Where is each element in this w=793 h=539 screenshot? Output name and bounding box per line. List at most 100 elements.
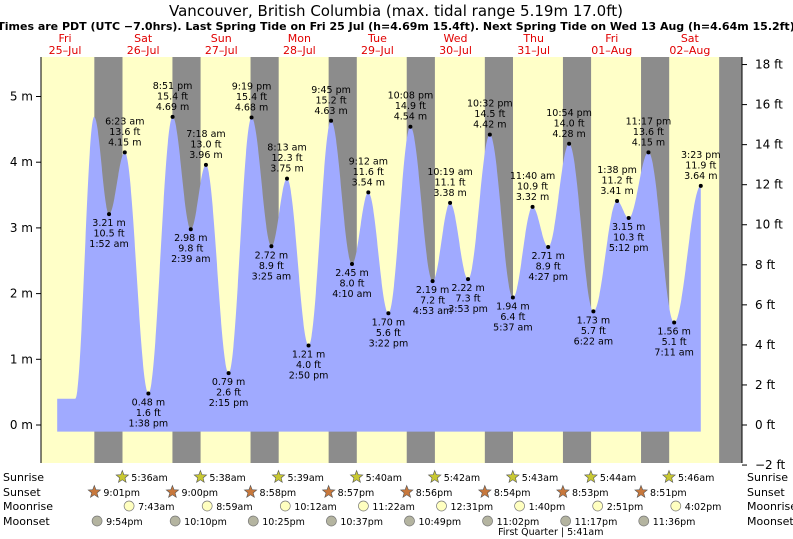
left-axis-bg [0, 57, 41, 463]
moonrise-row-label: Moonrise [3, 500, 53, 513]
tide-point [226, 371, 231, 376]
sunrise-icon [349, 469, 364, 483]
tide-label: 2:50 pm [289, 371, 329, 382]
right-tick-label: 8 ft [755, 258, 775, 272]
tide-label: 11.2 ft [602, 175, 633, 186]
moonrise-time: 10:12am [294, 502, 336, 513]
sunrise-time: 5:42am [444, 473, 480, 484]
tide-label: 1.73 m [577, 315, 610, 326]
tide-label: 11:17 pm [626, 116, 672, 127]
sunset-icon [321, 484, 336, 498]
sunrise-icon [505, 469, 520, 483]
tide-label: 2:15 pm [209, 398, 249, 409]
sunrise-time: 5:46am [678, 473, 714, 484]
day-name: Wed [444, 32, 468, 45]
chart-subtitle: Times are PDT (UTC −7.0hrs). Last Spring… [0, 20, 793, 33]
day-date: 01–Aug [591, 44, 632, 57]
tide-label: 2.72 m [255, 250, 288, 261]
tide-point [626, 216, 631, 221]
tide-label: 7.2 ft [420, 296, 445, 307]
tide-point [430, 279, 435, 284]
tide-label: 1.94 m [496, 302, 529, 313]
day-headers: Fri25–JulSat26–JulSun27–JulMon28–JulTue2… [49, 32, 711, 57]
tide-label: 15.4 ft [236, 92, 267, 103]
moonset-icon [404, 515, 415, 527]
tide-point [386, 311, 391, 316]
sunrise-icon [662, 469, 676, 483]
tide-label: 9:19 pm [232, 82, 272, 93]
day-date: 30–Jul [439, 44, 472, 57]
left-tick-label: 2 m [10, 287, 33, 301]
tide-label: 9:45 pm [311, 85, 351, 96]
tide-label: 3.96 m [189, 150, 222, 161]
sunset-time: 8:58pm [260, 488, 297, 499]
tide-label: 14.5 ft [474, 109, 505, 120]
moonset-time: 10:37pm [340, 517, 383, 528]
right-tick-label: 14 ft [755, 138, 783, 152]
moonrise-icon [201, 500, 213, 512]
tide-point [466, 277, 471, 282]
tide-label: 11.1 ft [435, 177, 466, 188]
right-tick-label: 6 ft [755, 298, 775, 312]
tide-label: 4:27 pm [528, 272, 568, 283]
tide-point [107, 212, 112, 217]
tide-label: 2.19 m [416, 285, 449, 296]
day-name: Fri [58, 32, 71, 45]
sunset-time: 8:51pm [650, 488, 687, 499]
sunrise-icon [193, 469, 208, 483]
moonset-row-label-right: Moonset [747, 515, 793, 528]
sunrise-time: 5:44am [600, 473, 636, 484]
tide-label: 13.6 ft [633, 127, 664, 138]
moonset-time: 10:49pm [418, 517, 461, 528]
day-date: 28–Jul [283, 44, 316, 57]
sun-moon-rows: Sunrise Sunrise 5:36am 5:38am 5:39am 5:40am 5:… [3, 469, 793, 538]
tide-label: 2.98 m [174, 233, 207, 244]
tide-point [170, 114, 175, 119]
sunset-time: 9:01pm [103, 488, 140, 499]
tide-label: 9:12 am [349, 156, 388, 167]
tide-point [188, 227, 193, 232]
sunset-icon [634, 484, 648, 498]
moonset-time: 10:25pm [262, 517, 305, 528]
tide-label: 3:23 pm [681, 150, 721, 161]
tide-point [698, 183, 703, 188]
tide-label: 4:10 am [332, 289, 371, 300]
right-tick-label: 2 ft [755, 378, 775, 392]
moonrise-time: 8:59am [216, 502, 252, 513]
moonset-icon [247, 515, 259, 527]
right-tick-label: 12 ft [755, 178, 783, 192]
tide-label: 8:13 am [267, 143, 306, 154]
tide-label: 3.64 m [684, 171, 717, 182]
right-tick-label: 16 ft [755, 98, 783, 112]
tide-label: 10:32 pm [467, 99, 513, 110]
sunrise-time: 5:43am [522, 473, 558, 484]
tide-label: 4.63 m [314, 106, 347, 117]
tide-point [146, 391, 151, 396]
tide-label: 4.68 m [235, 103, 268, 114]
tide-label: 4.15 m [632, 137, 665, 148]
tide-point [672, 320, 677, 325]
day-date: 25–Jul [49, 44, 82, 57]
tide-label: 7:18 am [186, 129, 225, 140]
tide-label: 2.22 m [451, 283, 484, 294]
moonset-time: 11:17pm [575, 517, 618, 528]
tide-label: 4.0 ft [296, 360, 321, 371]
sunrise-icon [427, 469, 442, 483]
sunset-icon [477, 484, 492, 498]
tide-label: 3:22 pm [369, 338, 409, 349]
moonset-icon [91, 515, 103, 527]
tide-label: 6:22 am [574, 336, 613, 347]
moonrise-icon [358, 500, 369, 512]
tide-point [530, 204, 535, 209]
tide-label: 1.70 m [372, 317, 405, 328]
sunset-time: 8:56pm [416, 488, 453, 499]
tide-area [57, 116, 701, 432]
tide-label: 1.6 ft [136, 408, 161, 419]
tide-point [591, 309, 596, 314]
tide-point [567, 141, 572, 146]
tide-label: 5.1 ft [662, 337, 687, 348]
tide-curve [57, 116, 701, 432]
sunset-time: 9:00pm [181, 488, 218, 499]
moonset-icon [560, 515, 572, 527]
sunset-time: 8:53pm [572, 488, 609, 499]
